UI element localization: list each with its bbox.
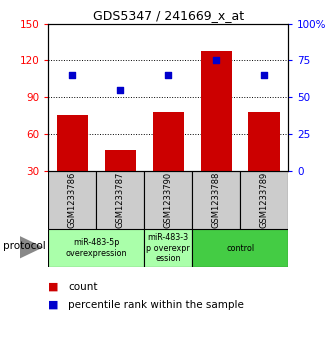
Bar xyxy=(96,171,144,229)
Text: GSM1233787: GSM1233787 xyxy=(116,172,125,228)
Text: miR-483-3
p overexpr
ession: miR-483-3 p overexpr ession xyxy=(146,233,190,263)
Bar xyxy=(192,229,288,267)
Text: control: control xyxy=(226,244,254,253)
Text: ■: ■ xyxy=(48,300,59,310)
Bar xyxy=(200,50,232,171)
Text: GSM1233789: GSM1233789 xyxy=(259,172,269,228)
Point xyxy=(213,57,219,63)
Text: GSM1233788: GSM1233788 xyxy=(211,172,221,228)
Text: miR-483-5p
overexpression: miR-483-5p overexpression xyxy=(66,238,127,258)
Text: count: count xyxy=(68,282,98,292)
Point xyxy=(261,72,267,78)
Bar xyxy=(48,229,144,267)
Bar xyxy=(240,171,288,229)
Bar xyxy=(153,112,184,171)
Text: protocol: protocol xyxy=(3,241,46,251)
Text: percentile rank within the sample: percentile rank within the sample xyxy=(68,300,244,310)
Bar xyxy=(144,229,192,267)
Bar xyxy=(192,171,240,229)
Bar xyxy=(57,115,88,171)
Title: GDS5347 / 241669_x_at: GDS5347 / 241669_x_at xyxy=(93,9,244,23)
Bar xyxy=(105,150,136,171)
Point xyxy=(118,87,123,93)
Text: GSM1233790: GSM1233790 xyxy=(164,172,173,228)
Point xyxy=(166,72,171,78)
Point xyxy=(70,72,75,78)
Text: ■: ■ xyxy=(48,282,59,292)
Bar xyxy=(248,112,280,171)
Text: GSM1233786: GSM1233786 xyxy=(68,172,77,228)
Bar xyxy=(144,171,192,229)
Bar xyxy=(48,171,96,229)
Polygon shape xyxy=(20,236,43,258)
